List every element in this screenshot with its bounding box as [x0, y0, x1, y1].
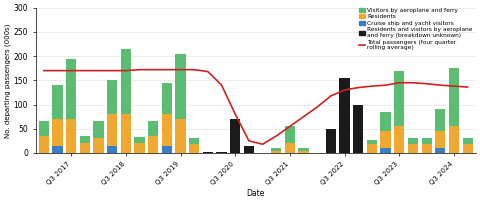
Bar: [39, 136, 49, 153]
Bar: [353, 136, 363, 153]
Bar: [339, 129, 350, 153]
Bar: [52, 85, 63, 119]
Bar: [66, 59, 76, 119]
Bar: [52, 146, 63, 153]
Bar: [121, 49, 131, 114]
Bar: [148, 121, 158, 136]
Bar: [148, 136, 158, 153]
Bar: [203, 152, 213, 153]
Legend: Visitors by aeroplane and ferry, Residents, Cruise ship and yacht visitors, Resi: Visitors by aeroplane and ferry, Residen…: [359, 8, 473, 50]
Bar: [176, 119, 186, 153]
Bar: [367, 144, 377, 153]
Bar: [408, 138, 418, 144]
Bar: [285, 143, 295, 153]
Bar: [134, 143, 144, 153]
Bar: [353, 104, 363, 153]
Bar: [244, 146, 254, 153]
Bar: [367, 140, 377, 144]
Bar: [230, 150, 240, 153]
Bar: [230, 148, 240, 150]
Bar: [66, 119, 76, 153]
Bar: [326, 129, 336, 153]
Bar: [408, 144, 418, 153]
Bar: [339, 95, 350, 129]
Bar: [463, 138, 473, 144]
Bar: [39, 121, 49, 136]
Bar: [80, 136, 90, 143]
Bar: [394, 71, 405, 126]
Bar: [299, 150, 309, 153]
Bar: [449, 126, 459, 153]
Bar: [381, 131, 391, 148]
Bar: [449, 68, 459, 126]
Bar: [162, 83, 172, 114]
Bar: [353, 131, 363, 136]
Bar: [285, 126, 295, 143]
Bar: [435, 148, 445, 153]
Bar: [162, 146, 172, 153]
Bar: [134, 138, 144, 143]
Bar: [381, 112, 391, 131]
Bar: [189, 138, 199, 144]
Bar: [271, 150, 281, 153]
Bar: [94, 121, 104, 138]
Bar: [421, 144, 432, 153]
Bar: [107, 146, 118, 153]
Bar: [162, 114, 172, 146]
Bar: [339, 78, 350, 153]
Bar: [394, 126, 405, 153]
Bar: [80, 143, 90, 153]
Bar: [299, 148, 309, 150]
Bar: [94, 138, 104, 153]
Bar: [107, 114, 118, 146]
Bar: [271, 148, 281, 150]
Bar: [230, 119, 240, 153]
Bar: [463, 144, 473, 153]
Bar: [435, 131, 445, 148]
X-axis label: Date: Date: [247, 189, 265, 198]
Bar: [421, 138, 432, 144]
Bar: [176, 54, 186, 119]
Bar: [381, 148, 391, 153]
Bar: [107, 80, 118, 114]
Y-axis label: No. departing passengers (000s): No. departing passengers (000s): [4, 23, 11, 138]
Bar: [52, 119, 63, 146]
Bar: [435, 109, 445, 131]
Bar: [216, 152, 227, 153]
Bar: [189, 144, 199, 153]
Bar: [121, 114, 131, 153]
